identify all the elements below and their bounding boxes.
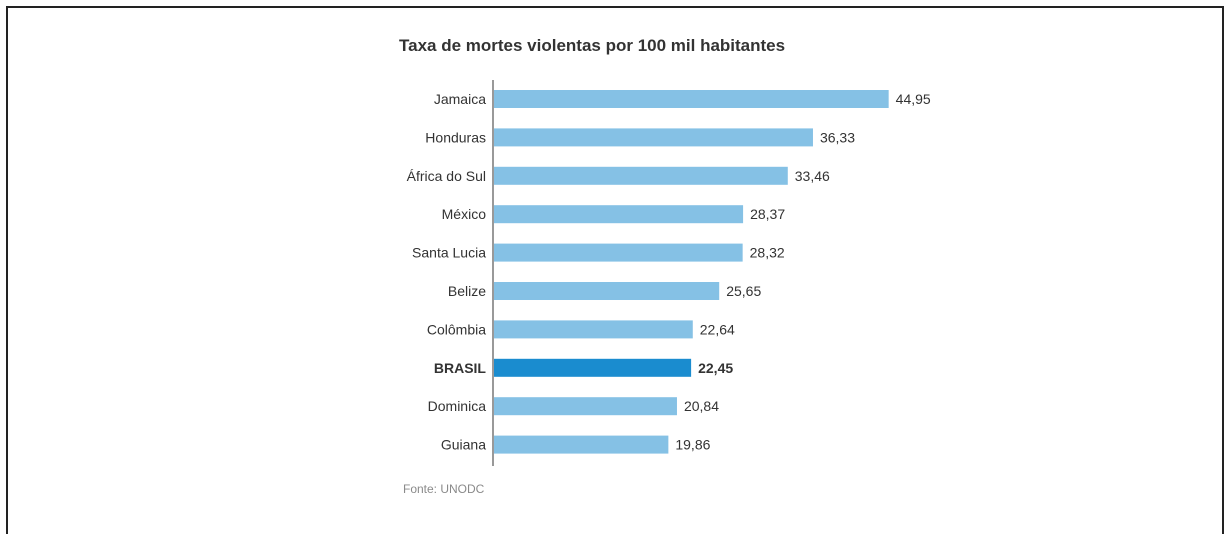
category-label-brasil: BRASIL <box>434 360 487 376</box>
category-label-colombia: Colômbia <box>427 321 486 337</box>
chart-title: Taxa de mortes violentas por 100 mil hab… <box>399 36 786 55</box>
value-label-belize: 25,65 <box>726 283 761 299</box>
value-label-brasil: 22,45 <box>698 360 733 376</box>
value-label-africa-do-sul: 33,46 <box>795 168 830 184</box>
value-label-santa-lucia: 28,32 <box>750 245 785 261</box>
bar-belize <box>494 282 720 300</box>
value-label-jamaica: 44,95 <box>896 91 931 107</box>
value-label-guiana: 19,86 <box>675 437 710 453</box>
bar-africa-do-sul <box>494 166 788 185</box>
bar-colombia <box>494 320 693 339</box>
bar-mexico <box>494 205 744 224</box>
value-label-honduras: 36,33 <box>820 129 855 145</box>
bar-santa-lucia <box>494 243 743 262</box>
category-label-honduras: Honduras <box>425 129 486 145</box>
value-label-colombia: 22,64 <box>700 321 735 337</box>
category-label-guiana: Guiana <box>441 437 486 453</box>
bar-dominica <box>494 397 677 416</box>
chart-frame <box>6 6 1224 534</box>
category-label-africa-do-sul: África do Sul <box>407 168 486 184</box>
source-note: Fonte: UNODC <box>403 482 485 496</box>
category-label-jamaica: Jamaica <box>434 91 486 107</box>
bar-guiana <box>494 435 669 454</box>
bar-brasil <box>494 358 692 377</box>
category-label-dominica: Dominica <box>428 398 487 414</box>
value-label-mexico: 28,37 <box>750 206 785 222</box>
bar-honduras <box>494 128 813 147</box>
value-label-dominica: 20,84 <box>684 398 719 414</box>
category-label-santa-lucia: Santa Lucia <box>412 245 486 261</box>
category-label-belize: Belize <box>448 283 486 299</box>
bar-jamaica <box>494 90 889 108</box>
category-label-mexico: México <box>442 206 487 222</box>
